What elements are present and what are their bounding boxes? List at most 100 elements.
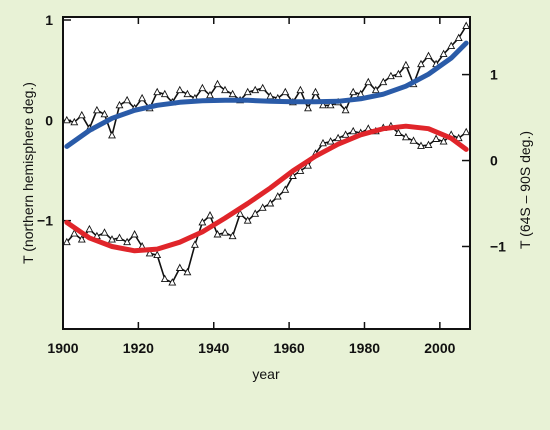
- data-point-right: [183, 267, 192, 276]
- x-tick-label: 1960: [274, 340, 305, 356]
- data-point-right: [319, 138, 327, 147]
- data-point-left: [379, 77, 388, 86]
- data-point-right: [228, 231, 237, 240]
- data-point-right: [168, 278, 177, 286]
- series-layer: [62, 21, 471, 286]
- right-y-tick-label: 0: [490, 153, 498, 169]
- data-point-left: [349, 87, 358, 96]
- data-point-right: [462, 127, 471, 136]
- left-y-axis-title: T (northern hemisphere deg.): [20, 82, 36, 264]
- data-point-left: [70, 117, 79, 126]
- data-point-right: [439, 137, 448, 145]
- data-point-left: [160, 89, 169, 98]
- data-point-right: [130, 230, 139, 238]
- data-point-left: [424, 51, 433, 60]
- data-point-right: [243, 216, 252, 224]
- data-point-left: [311, 87, 320, 96]
- data-point-left: [100, 109, 109, 118]
- data-point-left: [364, 77, 373, 86]
- left-y-tick-label: 0: [45, 112, 53, 128]
- data-point-left: [183, 89, 192, 98]
- data-point-right: [123, 237, 132, 246]
- left-y-tick-label: 1: [45, 12, 53, 28]
- data-point-right: [77, 235, 86, 243]
- data-point-left: [138, 93, 147, 102]
- data-point-right: [304, 161, 312, 169]
- tick-labels: 1900 1920 1940 1960 1980 2000 1 0 −1 1 0 −1: [37, 12, 506, 356]
- data-point-right: [394, 128, 403, 136]
- data-point-right: [334, 133, 343, 142]
- data-point-left: [296, 85, 305, 94]
- data-point-left: [77, 110, 86, 119]
- data-point-left: [243, 87, 252, 96]
- data-point-left: [462, 21, 471, 29]
- data-point-right: [432, 134, 441, 142]
- data-point-left: [281, 87, 290, 96]
- data-point-right: [417, 141, 425, 149]
- data-point-right: [115, 233, 124, 241]
- data-point-left: [198, 83, 207, 92]
- data-point-left: [394, 69, 403, 78]
- x-tick-label: 1980: [349, 340, 380, 356]
- data-point-left: [417, 59, 425, 68]
- data-point-right: [266, 199, 275, 207]
- data-point-right: [401, 132, 410, 141]
- data-point-right: [175, 263, 184, 271]
- x-tick-label: 1940: [198, 340, 229, 356]
- data-point-right: [213, 230, 222, 238]
- plot-area: [62, 16, 471, 330]
- data-point-right: [145, 248, 154, 257]
- data-point-right: [62, 237, 71, 246]
- left-y-tick-label: −1: [37, 213, 53, 229]
- data-point-right: [281, 185, 290, 193]
- data-point-right: [424, 140, 433, 149]
- data-point-right: [108, 235, 116, 243]
- right-y-tick-label: 1: [490, 67, 498, 83]
- data-point-left: [92, 105, 101, 114]
- data-point-left: [319, 100, 327, 109]
- x-tick-label: 1900: [47, 340, 78, 356]
- data-point-left: [326, 100, 335, 109]
- data-point-right: [85, 224, 94, 233]
- fit-curve-right: [64, 123, 469, 254]
- data-point-left: [221, 85, 229, 94]
- x-axis-title: year: [252, 366, 280, 382]
- data-point-left: [304, 103, 312, 112]
- x-tick-label: 2000: [424, 340, 455, 356]
- data-point-right: [198, 217, 207, 226]
- data-point-right: [206, 211, 214, 219]
- data-point-left: [206, 90, 214, 99]
- data-point-left: [258, 83, 267, 92]
- data-point-right: [100, 228, 109, 236]
- data-point-right: [70, 229, 79, 237]
- fit-curve-left: [64, 40, 469, 149]
- data-point-right: [273, 192, 282, 200]
- data-point-left: [228, 89, 237, 98]
- data-point-right: [341, 130, 350, 138]
- data-point-right: [258, 203, 267, 211]
- data-point-left: [108, 130, 116, 139]
- data-point-left: [123, 95, 132, 104]
- data-point-right: [409, 136, 418, 144]
- data-point-left: [153, 87, 162, 96]
- data-point-left: [62, 115, 71, 124]
- data-point-right: [190, 240, 199, 248]
- data-point-left: [251, 85, 260, 94]
- data-point-right: [349, 126, 358, 135]
- data-point-right: [153, 250, 162, 259]
- data-point-left: [447, 41, 456, 50]
- data-point-right: [221, 228, 229, 236]
- data-point-left: [213, 79, 222, 88]
- data-point-left: [341, 105, 350, 114]
- data-point-right: [236, 209, 245, 217]
- data-point-right: [326, 137, 335, 145]
- data-point-right: [296, 166, 305, 174]
- data-point-left: [371, 85, 380, 94]
- data-point-left: [386, 71, 395, 80]
- right-y-axis-title: T (64S – 90S deg.): [517, 131, 533, 249]
- data-point-left: [454, 33, 463, 42]
- data-point-left: [115, 100, 124, 109]
- data-point-left: [439, 49, 448, 58]
- data-point-right: [288, 171, 297, 179]
